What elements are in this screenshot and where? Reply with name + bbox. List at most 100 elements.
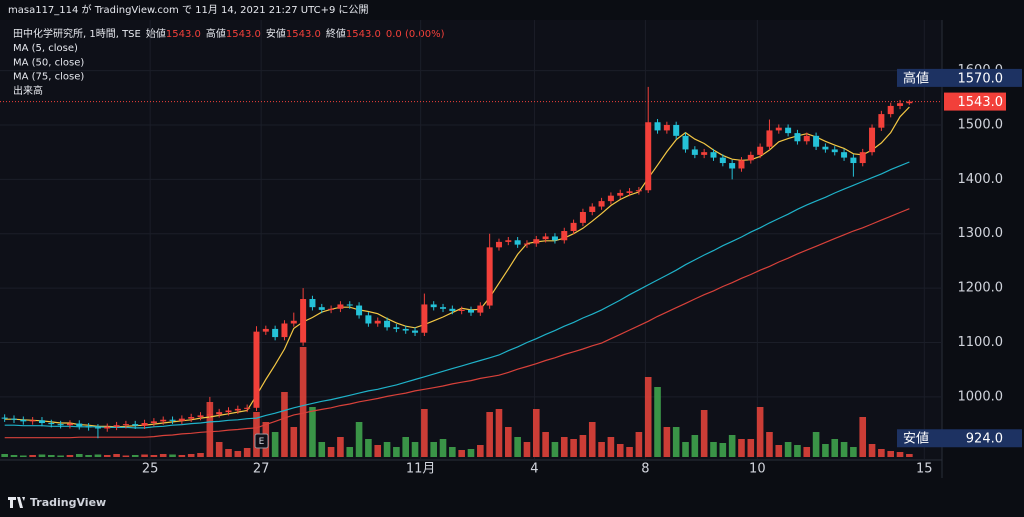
- candle-body: [38, 420, 45, 424]
- candle-body: [701, 152, 708, 155]
- volume-bar: [20, 455, 27, 457]
- volume-bar: [626, 447, 633, 457]
- y-tick-label: 1500.0: [958, 117, 1004, 132]
- candle-body: [589, 206, 596, 212]
- x-tick-label: 8: [641, 462, 649, 477]
- candle-body: [551, 236, 558, 241]
- field-label: 高値: [206, 27, 226, 40]
- header-text: masa117_114 が TradingView.com で 11月 14, …: [8, 3, 369, 16]
- candle-body: [94, 427, 101, 429]
- candle-layer: [1, 86, 913, 439]
- x-tick-label: 4: [530, 462, 538, 477]
- volume-bar: [542, 432, 549, 457]
- volume-bar: [663, 427, 671, 457]
- ma-legend: MA (50, close): [13, 57, 84, 68]
- volume-bar: [514, 437, 521, 457]
- candle-body: [85, 426, 92, 428]
- candle-body: [412, 330, 419, 333]
- volume-bar: [831, 439, 839, 457]
- volume-bar: [430, 442, 437, 457]
- price-label-value: 1543.0: [958, 95, 1004, 110]
- field-label: 終値: [326, 27, 346, 40]
- candle-body: [813, 135, 820, 147]
- volume-bar: [271, 432, 279, 457]
- volume-bar: [840, 442, 848, 457]
- volume-bar: [10, 455, 18, 457]
- volume-bar: [178, 455, 186, 457]
- volume-bar: [85, 455, 92, 457]
- volume-bar: [505, 427, 512, 457]
- volume-bar: [365, 439, 372, 457]
- ma-legend: MA (5, close): [13, 43, 78, 54]
- candle-body: [1, 417, 8, 419]
- candle-body: [328, 308, 335, 310]
- volume-layer: [1, 347, 913, 457]
- candle-body: [831, 149, 838, 153]
- candle-body: [486, 247, 493, 306]
- volume-bar: [486, 412, 493, 457]
- candle-body: [281, 323, 288, 338]
- candle-body: [897, 103, 904, 106]
- ma-legend: MA (75, close): [13, 72, 84, 83]
- candle-body: [738, 160, 745, 169]
- candle-body: [225, 410, 232, 413]
- volume-bar: [393, 447, 400, 457]
- y-tick-label: 1100.0: [958, 335, 1004, 350]
- candle-body: [57, 424, 64, 426]
- candle-body: [579, 211, 586, 223]
- volume-bar: [467, 449, 475, 457]
- candle-body: [495, 241, 502, 248]
- field-label: 安値: [266, 27, 286, 40]
- volume-bar: [896, 452, 904, 457]
- candle-body: [365, 315, 372, 324]
- volume-bar: [159, 454, 167, 457]
- volume-bar: [532, 409, 540, 457]
- candle-body: [775, 127, 782, 131]
- candle-body: [822, 146, 829, 150]
- event-label[interactable]: E: [259, 437, 265, 447]
- x-tick-label: 11月: [406, 462, 436, 477]
- candle-body: [76, 423, 83, 427]
- volume-bar: [309, 407, 316, 457]
- candle-body: [262, 328, 269, 332]
- event-box[interactable]: [254, 433, 269, 449]
- candle-body: [393, 327, 400, 329]
- candle-body: [356, 305, 363, 316]
- candle-body: [719, 157, 726, 164]
- candle-body: [430, 304, 437, 308]
- volume-bar: [94, 454, 102, 457]
- volume-bar: [75, 454, 83, 457]
- volume-bar: [141, 454, 148, 457]
- volume-bar: [822, 444, 829, 457]
- volume-bar: [449, 447, 456, 457]
- volume-bar: [710, 442, 717, 457]
- candle-body: [29, 420, 36, 422]
- candle-body: [607, 195, 614, 202]
- volume-bar: [747, 439, 755, 457]
- volume-bar: [523, 442, 531, 457]
- volume-bar: [570, 439, 577, 457]
- candle-body: [869, 127, 876, 153]
- candle-body: [747, 154, 754, 161]
- candle-body: [542, 236, 549, 240]
- candle-body: [663, 124, 670, 131]
- volume-bar: [1, 454, 8, 457]
- candle-body: [598, 201, 605, 207]
- candle-body: [803, 135, 810, 142]
- volume-bar: [411, 442, 419, 457]
- ma-line: [4, 208, 910, 439]
- candle-body: [132, 424, 139, 426]
- volume-bar: [383, 442, 391, 457]
- candle-body: [729, 163, 736, 169]
- volume-bar: [766, 432, 773, 457]
- volume-bar: [337, 437, 344, 457]
- volume-bar: [234, 451, 242, 457]
- volume-bar: [850, 447, 857, 457]
- ma-layer: [4, 106, 910, 439]
- candle-body: [458, 309, 465, 311]
- volume-bar: [644, 377, 652, 457]
- volume-bar: [169, 454, 176, 457]
- field-value: 1543.0: [346, 29, 381, 40]
- volume-bar: [551, 442, 559, 457]
- volume-bar: [719, 443, 727, 457]
